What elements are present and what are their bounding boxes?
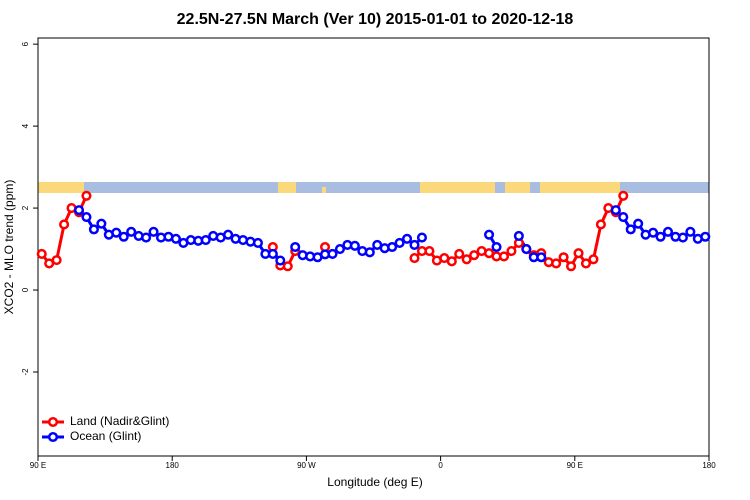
data-point [506,246,517,257]
data-point [364,247,375,258]
data-point [416,232,428,243]
land-patch [420,182,495,193]
data-point [118,231,129,242]
data-point [200,234,211,246]
data-point [252,237,263,248]
data-point [51,255,62,266]
legend-marker [47,416,59,428]
data-point [424,246,435,257]
land-patch [278,182,296,193]
x-tick-label: 90 E [30,461,46,470]
legend-marker [47,431,59,443]
data-point [170,233,181,244]
x-tick-label: 90 W [297,461,316,470]
data-point [521,243,532,255]
data-point [81,212,92,223]
data-point [36,248,47,260]
data-point [610,205,621,216]
y-tick-label: 2 [21,205,30,210]
data-point [349,240,360,251]
data-point [558,252,569,263]
data-point [59,219,70,230]
data-point [536,252,547,263]
data-point [81,190,92,201]
data-point [484,229,495,240]
data-point [73,205,85,216]
y-tick-label: 6 [21,41,30,46]
data-point [334,243,346,255]
data-point [387,241,398,253]
data-point [141,232,152,243]
x-axis-label: Longitude (deg E) [327,475,422,489]
data-point [685,226,696,237]
data-point [409,253,420,264]
data-point [394,237,405,248]
data-point [655,231,666,242]
data-point [573,248,584,259]
data-point [446,256,457,267]
data-point [700,231,711,242]
data-point [111,227,122,238]
data-point [126,226,137,237]
data-point [551,258,562,269]
data-point [402,233,413,244]
x-tick-label: 180 [702,461,716,470]
data-point [648,227,659,238]
legend-label: Land (Nadir&Glint) [70,414,169,428]
data-point [566,261,577,272]
data-point [513,230,524,241]
data-point [88,224,99,235]
data-point [223,229,234,240]
data-point [327,248,338,260]
x-tick-label: 180 [166,461,180,470]
data-point [677,232,688,243]
data-point [491,241,502,253]
data-point [618,212,629,223]
data-point [633,218,644,229]
map-strip [38,182,709,193]
data-point [148,226,159,237]
legend-label: Ocean (Glint) [70,429,141,443]
data-point [469,250,480,261]
data-point [275,255,286,266]
y-tick-label: 4 [21,123,30,128]
land-patch [505,182,530,193]
x-tick-label: 0 [438,461,443,470]
data-point [290,241,301,253]
data-point [580,258,592,269]
plot-frame [37,37,710,457]
y-axis-label: XCO2 - MLO trend (ppm) [2,180,16,315]
data-point [498,251,510,262]
land-patch [322,187,326,193]
data-point [595,219,606,230]
x-tick-label: 90 E [567,461,583,470]
data-point [588,254,599,265]
data-point [282,261,293,272]
data-point [461,254,472,265]
land-patch [38,182,84,193]
chart-title: 22.5N-27.5N March (Ver 10) 2015-01-01 to… [177,11,574,28]
y-tick-label: 0 [21,287,30,292]
data-point [618,190,629,201]
land-patch [540,182,620,193]
data-point [454,248,465,260]
data-point [625,224,636,235]
y-tick-label: -2 [21,368,30,376]
data-point [96,218,107,229]
data-point [662,226,674,237]
data-point [409,239,420,251]
ocean-strip [38,182,709,193]
data-point [267,248,278,260]
